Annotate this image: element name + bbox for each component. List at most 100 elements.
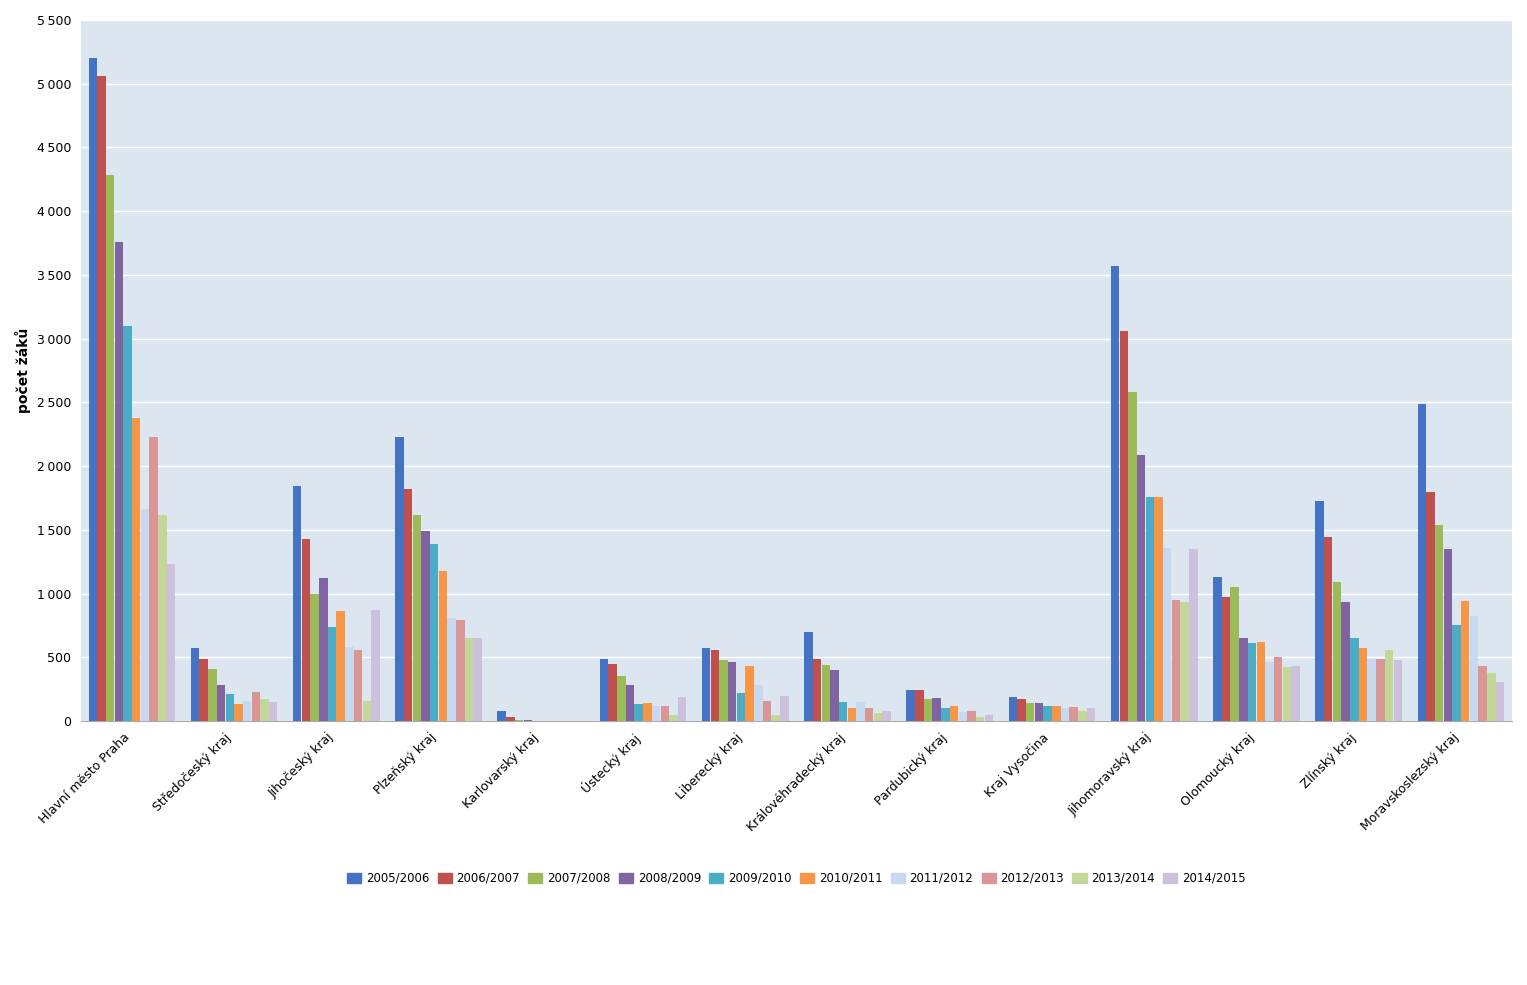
Bar bbox=[967, 711, 976, 721]
Bar bbox=[822, 665, 831, 721]
Bar bbox=[395, 436, 403, 721]
Bar bbox=[498, 711, 505, 721]
Bar bbox=[1240, 638, 1248, 721]
Bar bbox=[302, 539, 310, 721]
Bar bbox=[1435, 525, 1443, 721]
Bar bbox=[883, 711, 890, 721]
Bar bbox=[652, 706, 660, 721]
Bar bbox=[191, 648, 199, 721]
Bar bbox=[1017, 699, 1026, 721]
Bar bbox=[985, 715, 993, 721]
Bar bbox=[457, 621, 464, 721]
Bar bbox=[105, 175, 115, 721]
Bar bbox=[226, 694, 234, 721]
Bar bbox=[959, 712, 967, 721]
Bar bbox=[412, 514, 421, 721]
Bar bbox=[140, 509, 150, 721]
Bar bbox=[1154, 496, 1162, 721]
Bar bbox=[661, 705, 669, 721]
Bar bbox=[421, 531, 429, 721]
Bar bbox=[464, 638, 473, 721]
Bar bbox=[626, 686, 634, 721]
Bar bbox=[600, 659, 608, 721]
Bar bbox=[1368, 659, 1376, 721]
Bar bbox=[1078, 711, 1087, 721]
Bar bbox=[635, 704, 643, 721]
Bar bbox=[1164, 548, 1171, 721]
Bar bbox=[505, 717, 515, 721]
Bar bbox=[208, 669, 217, 721]
Bar bbox=[1292, 666, 1299, 721]
Bar bbox=[1274, 657, 1283, 721]
Bar bbox=[1469, 617, 1478, 721]
Bar bbox=[217, 686, 226, 721]
Legend: 2005/2006, 2006/2007, 2007/2008, 2008/2009, 2009/2010, 2010/2011, 2011/2012, 201: 2005/2006, 2006/2007, 2007/2008, 2008/20… bbox=[342, 867, 1251, 889]
Bar bbox=[1333, 582, 1341, 721]
Bar bbox=[1231, 587, 1238, 721]
Bar bbox=[1257, 642, 1264, 721]
Bar bbox=[1009, 697, 1017, 721]
Y-axis label: počet žáků: počet žáků bbox=[15, 328, 31, 413]
Bar bbox=[1043, 706, 1052, 721]
Bar bbox=[336, 612, 345, 721]
Bar bbox=[310, 594, 319, 721]
Bar bbox=[907, 690, 915, 721]
Bar bbox=[473, 638, 483, 721]
Bar bbox=[98, 76, 105, 721]
Bar bbox=[728, 662, 736, 721]
Bar bbox=[1052, 706, 1061, 721]
Bar bbox=[1426, 492, 1435, 721]
Bar bbox=[1452, 625, 1461, 721]
Bar bbox=[1035, 703, 1043, 721]
Bar bbox=[857, 702, 864, 721]
Bar bbox=[1341, 603, 1350, 721]
Bar bbox=[1026, 703, 1034, 721]
Bar bbox=[1350, 638, 1359, 721]
Bar bbox=[771, 715, 780, 721]
Bar bbox=[328, 626, 336, 721]
Bar bbox=[1248, 643, 1257, 721]
Bar bbox=[243, 700, 252, 721]
Bar bbox=[319, 578, 327, 721]
Bar bbox=[1394, 660, 1402, 721]
Bar bbox=[736, 693, 745, 721]
Bar bbox=[405, 489, 412, 721]
Bar bbox=[252, 691, 260, 721]
Bar bbox=[1443, 549, 1452, 721]
Bar bbox=[431, 544, 438, 721]
Bar bbox=[933, 698, 941, 721]
Bar bbox=[269, 702, 278, 721]
Bar bbox=[1496, 682, 1504, 721]
Bar bbox=[1417, 404, 1426, 721]
Bar bbox=[1128, 392, 1136, 721]
Bar bbox=[1190, 549, 1197, 721]
Bar bbox=[719, 660, 728, 721]
Bar bbox=[702, 648, 710, 721]
Bar bbox=[131, 418, 140, 721]
Bar bbox=[1359, 648, 1367, 721]
Bar bbox=[847, 708, 857, 721]
Bar bbox=[764, 701, 771, 721]
Bar bbox=[345, 647, 354, 721]
Bar bbox=[438, 570, 447, 721]
Bar bbox=[924, 698, 931, 721]
Bar bbox=[710, 650, 719, 721]
Bar bbox=[643, 703, 652, 721]
Bar bbox=[831, 670, 838, 721]
Bar bbox=[1324, 538, 1333, 721]
Bar bbox=[1087, 708, 1095, 721]
Bar bbox=[1061, 707, 1069, 721]
Bar bbox=[1069, 707, 1078, 721]
Bar bbox=[754, 686, 762, 721]
Bar bbox=[124, 326, 131, 721]
Bar bbox=[1478, 666, 1487, 721]
Bar bbox=[447, 618, 457, 721]
Bar bbox=[1212, 577, 1222, 721]
Bar bbox=[362, 700, 371, 721]
Bar bbox=[1385, 650, 1393, 721]
Bar bbox=[1119, 331, 1128, 721]
Bar bbox=[1222, 597, 1231, 721]
Bar bbox=[260, 698, 269, 721]
Bar bbox=[1315, 500, 1324, 721]
Bar bbox=[371, 610, 380, 721]
